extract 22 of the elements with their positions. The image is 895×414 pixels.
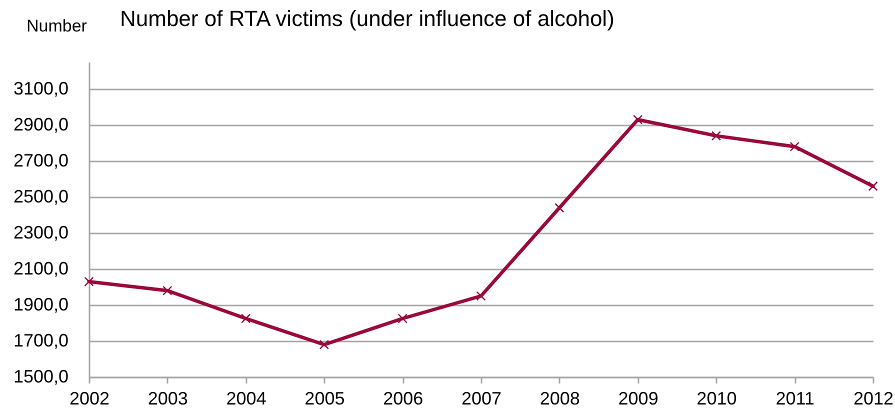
- x-tick-label: 2008: [540, 388, 580, 408]
- x-tick-label: 2006: [383, 388, 424, 408]
- y-tick-label: 2700,0: [13, 150, 68, 170]
- x-tick-label: 2010: [696, 388, 737, 408]
- x-tick-label: 2011: [776, 388, 814, 408]
- y-tick-label: 1900,0: [13, 294, 68, 314]
- y-tick-label: 1500,0: [13, 366, 68, 386]
- y-tick-label: 2500,0: [13, 186, 68, 206]
- x-tick-label: 2003: [148, 388, 188, 408]
- y-axis-title: Number: [26, 16, 88, 36]
- y-tick-label: 3100,0: [13, 78, 68, 98]
- x-tick-label: 2012: [853, 388, 894, 408]
- chart-title: Number of RTA victims (under influence of alcohol): [120, 6, 614, 31]
- y-tick-label: 2900,0: [13, 114, 68, 134]
- x-tick-label: 2002: [69, 388, 110, 408]
- x-tick-label: 2005: [304, 388, 345, 408]
- x-tick-label: 2007: [461, 388, 502, 408]
- x-tick-label: 2009: [618, 388, 658, 408]
- y-tick-label: 2300,0: [13, 222, 68, 242]
- x-tick-label: 2004: [226, 388, 266, 408]
- y-tick-label: 1700,0: [13, 330, 68, 350]
- y-tick-label: 2100,0: [13, 258, 68, 278]
